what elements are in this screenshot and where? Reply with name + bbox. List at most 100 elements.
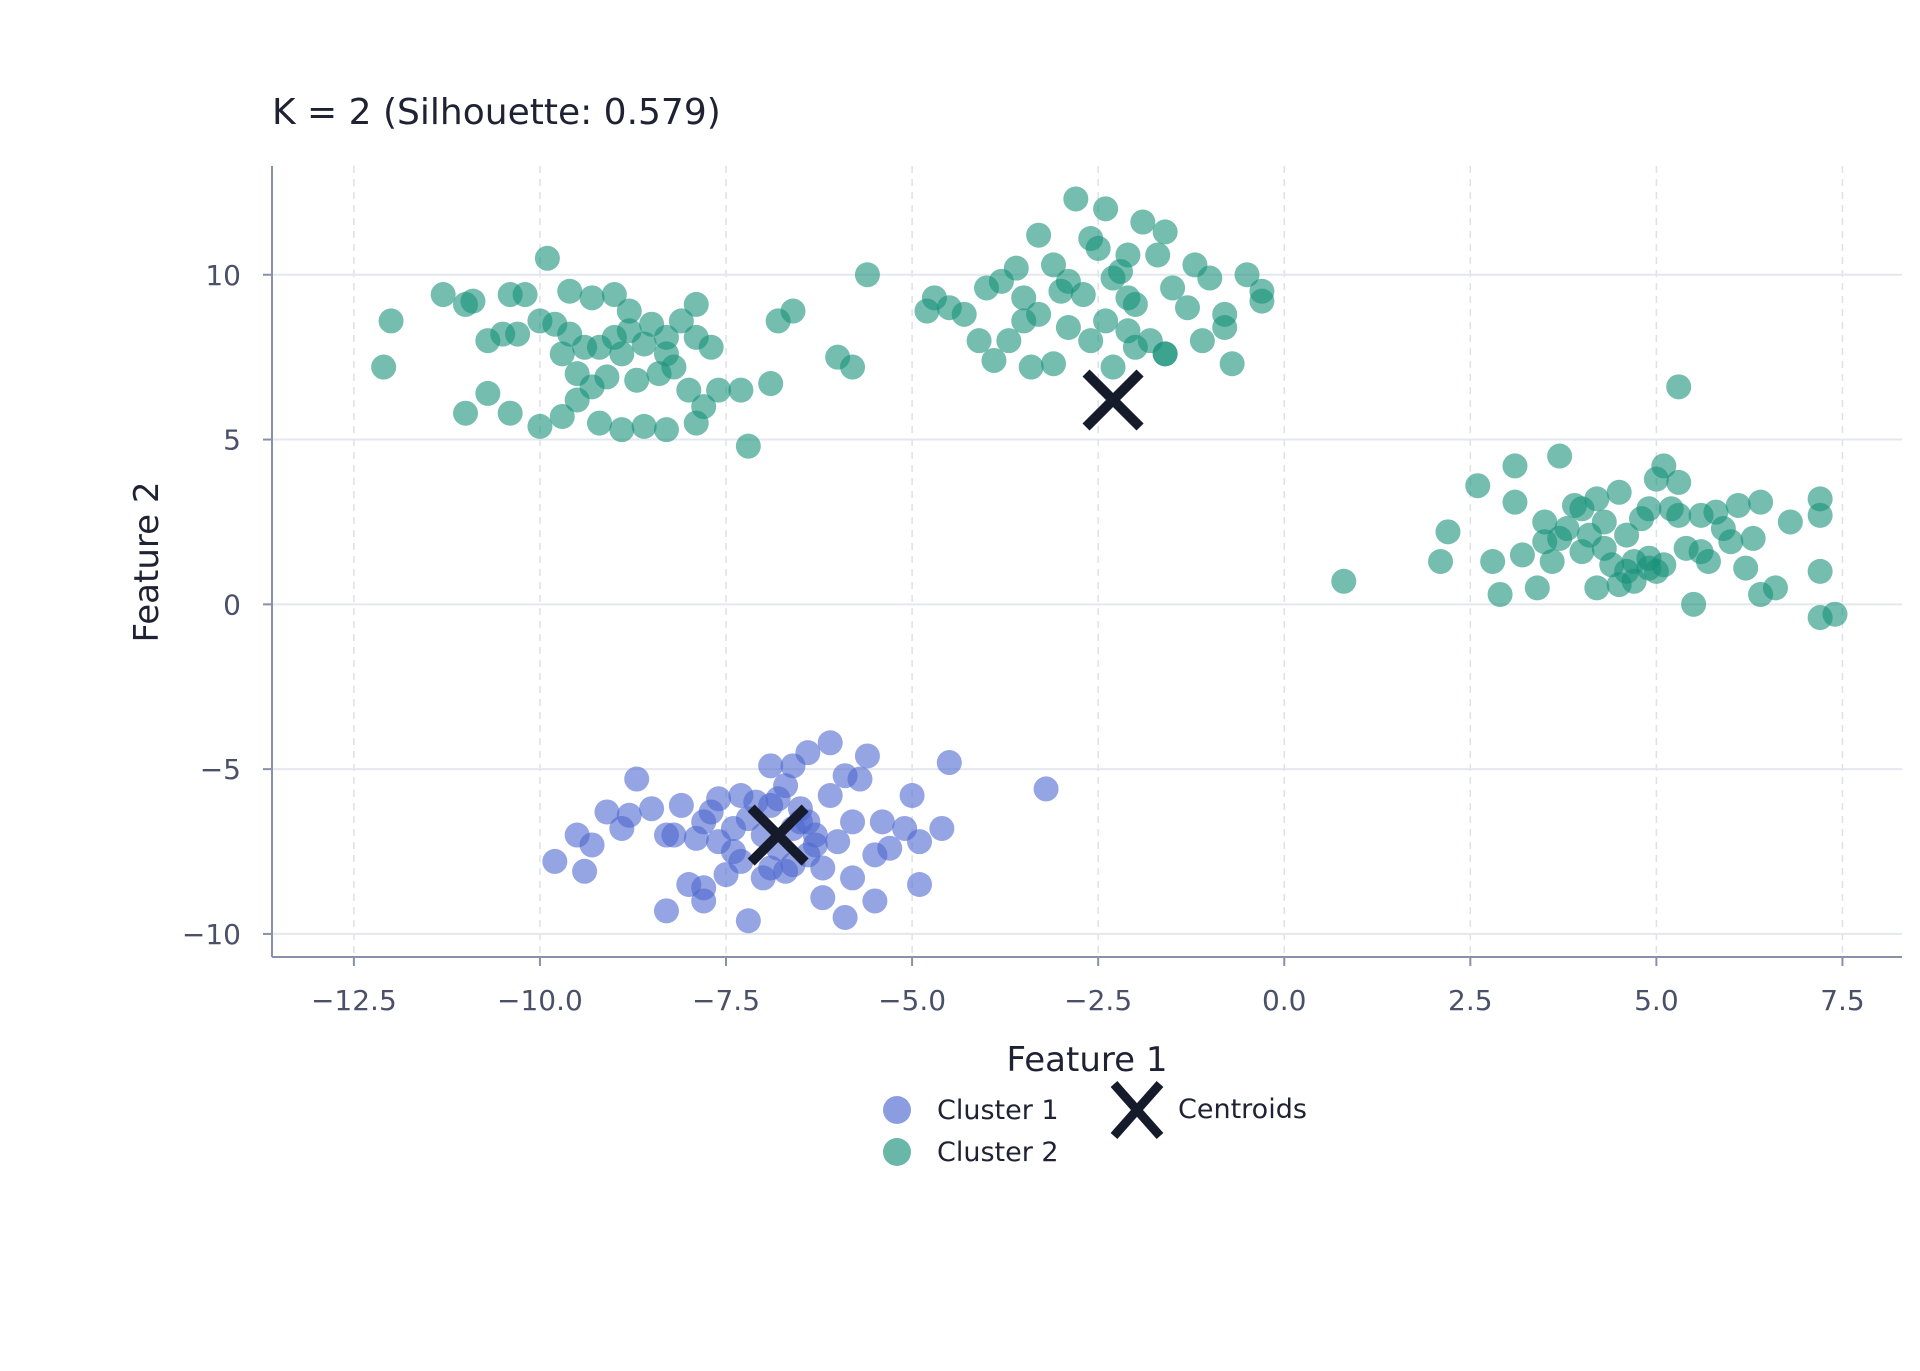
x-tick-label: −7.5: [692, 984, 760, 1017]
cluster-1-point: [713, 862, 739, 888]
cluster-2-point: [1070, 282, 1096, 308]
cluster-2-point: [1085, 235, 1111, 261]
cluster-2-point: [1591, 535, 1617, 561]
cluster-2-point: [378, 308, 404, 334]
cluster-2-point: [1041, 252, 1067, 278]
y-axis-label: Feature 2: [127, 482, 167, 643]
cluster-1-point: [899, 783, 925, 809]
centroid-stroke: [1082, 369, 1144, 431]
cluster-2-point: [691, 394, 717, 420]
cluster-2-point: [497, 400, 523, 426]
cluster-2-point: [549, 341, 575, 367]
cluster-1-point: [795, 740, 821, 766]
cluster-2-point: [668, 308, 694, 334]
legend-marker-cluster-1: [883, 1096, 911, 1124]
cluster-1-point: [572, 858, 598, 884]
cluster-2-point: [1189, 328, 1215, 354]
cluster-2-point: [1174, 295, 1200, 321]
x-tick-label: 0.0: [1262, 984, 1307, 1017]
x-tick-label: 7.5: [1820, 984, 1865, 1017]
cluster-2-point: [1145, 242, 1171, 268]
cluster-2-point: [1718, 529, 1744, 555]
cluster-1-point: [907, 871, 933, 897]
cluster-2-point: [683, 291, 709, 317]
cluster-2-point: [1502, 489, 1528, 515]
y-tick-label: 10: [205, 259, 241, 292]
cluster-2-point: [653, 324, 679, 350]
cluster-1-point: [825, 829, 851, 855]
cluster-1-point: [810, 855, 836, 881]
cluster-1-point: [653, 898, 679, 924]
cluster-1-point: [542, 848, 568, 874]
cluster-1-point: [609, 815, 635, 841]
cluster-2-point: [1018, 354, 1044, 380]
cluster-2-point: [1807, 502, 1833, 528]
cluster-2-point: [549, 403, 575, 429]
cluster-2-point: [653, 417, 679, 443]
cluster-2-point: [1234, 262, 1260, 288]
cluster-2-point: [1532, 509, 1558, 535]
cluster-1-point: [817, 783, 843, 809]
cluster-2-point: [996, 328, 1022, 354]
legend-marker-cluster-2: [883, 1138, 911, 1166]
cluster-2-point: [706, 377, 732, 403]
cluster-2-point: [1666, 502, 1692, 528]
cluster-2-point: [1063, 186, 1089, 212]
cluster-2-point: [1078, 328, 1104, 354]
cluster-2-point: [1539, 549, 1565, 574]
y-ticks: −10 −5 0 5 10: [182, 259, 272, 951]
cluster-2-point: [1688, 539, 1714, 565]
x-tick-label: 2.5: [1448, 984, 1493, 1017]
cluster-1-point: [854, 743, 880, 769]
cluster-2-point: [1666, 374, 1692, 400]
cluster-1-point: [832, 904, 858, 930]
cluster-2-point: [609, 341, 635, 367]
cluster-2-point: [1480, 549, 1506, 574]
cluster-1-point: [564, 822, 590, 848]
cluster-2-point: [1636, 496, 1662, 522]
cluster-2-point: [1748, 489, 1774, 515]
cluster-2-point: [758, 371, 784, 397]
cluster-1-point: [668, 792, 694, 818]
cluster-2-point: [557, 278, 583, 304]
legend-marker-centroids: [1110, 1081, 1164, 1139]
cluster-1-point: [907, 829, 933, 855]
cluster-2-point: [676, 377, 702, 403]
cluster-2-point: [854, 262, 880, 288]
cluster-2-point: [1807, 558, 1833, 584]
axes: [271, 166, 1902, 958]
cluster-2-point: [646, 361, 672, 387]
cluster-2-point: [430, 282, 456, 308]
cluster-2-point: [1569, 496, 1595, 522]
cluster-2-point: [1055, 314, 1081, 340]
cluster-2-point: [1435, 519, 1461, 545]
cluster-2-point: [1249, 288, 1275, 314]
x-tick-label: −10.0: [497, 984, 583, 1017]
cluster-1-point: [840, 809, 866, 835]
cluster-2-point: [1122, 291, 1148, 317]
cluster-2-point: [728, 377, 754, 403]
cluster-2-point: [631, 413, 657, 439]
cluster-1-point: [840, 865, 866, 891]
cluster-2-point: [1011, 308, 1037, 334]
cluster-2-point: [1591, 509, 1617, 535]
cluster-2-point: [1606, 572, 1632, 598]
cluster-2-point: [1465, 473, 1491, 499]
cluster-2-point: [453, 400, 479, 426]
cluster-2-point: [1643, 558, 1669, 584]
cluster-2-point: [1152, 341, 1178, 367]
centroid-markers: [747, 369, 1144, 866]
cluster-2-point: [914, 298, 940, 324]
cluster-1-point: [728, 783, 754, 809]
cluster-2-point: [1428, 549, 1454, 574]
cluster-2-point: [988, 268, 1014, 294]
cluster-2-point: [1041, 351, 1067, 377]
x-ticks: −12.5 −10.0 −7.5 −5.0 −2.5 0.0 2.5 5.0 7.5: [311, 957, 1865, 1017]
cluster-2-point: [1107, 258, 1133, 284]
cluster-1-point: [683, 825, 709, 851]
cluster-2-point: [1331, 568, 1357, 594]
cluster-2-point: [1152, 219, 1178, 245]
cluster-2-point: [1777, 509, 1803, 535]
cluster-2-point: [1100, 354, 1126, 380]
cluster-2-point: [371, 354, 397, 380]
